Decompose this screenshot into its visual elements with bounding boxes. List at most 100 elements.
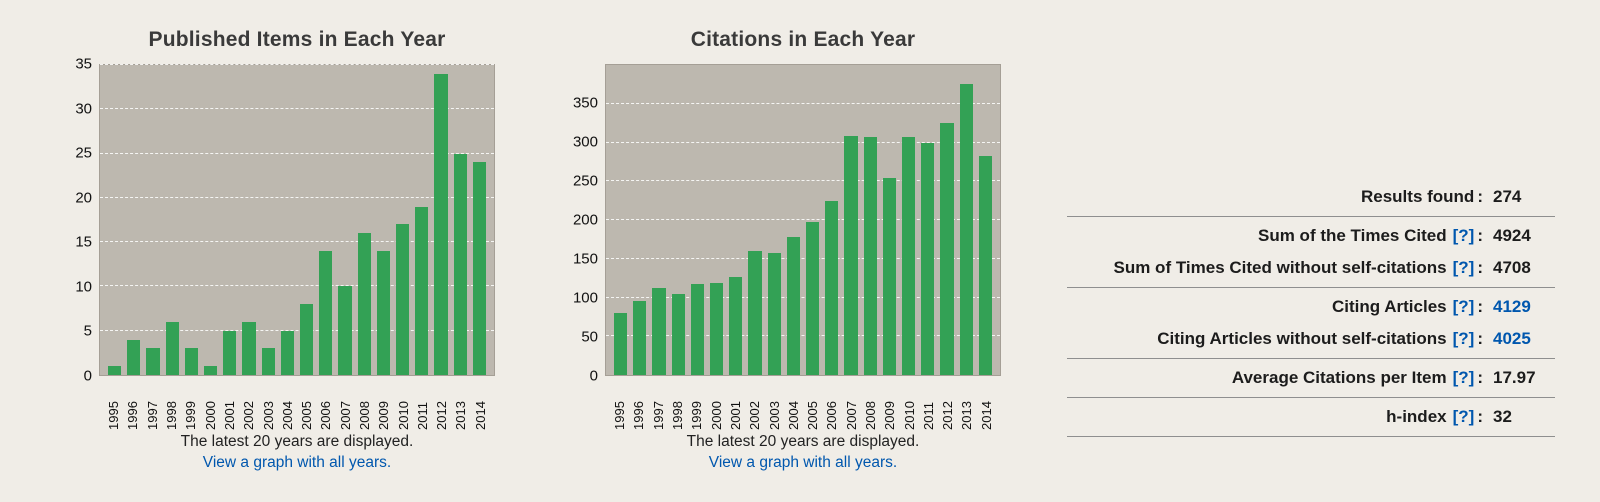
x-axis-tick-label: 2011 xyxy=(920,402,936,430)
stat-row-average-citations: Average Citations per Item [?]: 17.97 xyxy=(1067,362,1555,394)
bar xyxy=(127,339,141,375)
help-link[interactable]: [?] xyxy=(1452,368,1475,387)
citations-chart-canvas: 0 50 100 150 200 250 300 350 1995 1996 1997 1998 199… xyxy=(561,64,1001,430)
stat-colon: : xyxy=(1477,297,1483,316)
stat-value-link[interactable]: 4129 xyxy=(1493,297,1531,316)
stat-label: Results found xyxy=(1360,187,1475,206)
x-axis-tick-label: 2013 xyxy=(453,401,469,430)
y-axis-tick-label: 20 xyxy=(75,189,92,207)
bar xyxy=(652,288,666,375)
y-axis-tick-label: 5 xyxy=(83,322,92,340)
x-axis-tick: 2010 xyxy=(393,376,412,430)
gridline xyxy=(606,335,1000,337)
view-all-years-link[interactable]: View a graph with all years. xyxy=(708,453,898,471)
stat-value-link[interactable]: 4025 xyxy=(1493,329,1531,348)
chart-footer: The latest 20 years are displayed. View … xyxy=(561,432,1001,474)
stat-colon: : xyxy=(1477,329,1483,348)
x-axis-tick: 1995 xyxy=(104,376,123,430)
bar xyxy=(280,330,295,375)
x-axis-tick-label: 1999 xyxy=(183,401,199,430)
x-axis-tick: 2011 xyxy=(919,376,938,430)
x-axis-tick: 2004 xyxy=(784,376,803,430)
x-axis-tick-label: 2013 xyxy=(959,401,975,430)
published-items-chart-canvas: 0 5 10 15 20 25 30 35 1995 1996 1997 1998 1999 2000 20… xyxy=(55,57,495,430)
x-axis-tick: 2003 xyxy=(258,376,277,430)
x-axis-tick-label: 2006 xyxy=(318,401,334,430)
x-axis-tick-label: 2011 xyxy=(414,402,430,430)
stat-value: 4708 xyxy=(1493,258,1531,277)
gridline xyxy=(606,102,1000,104)
x-axis-tick-label: 1998 xyxy=(670,401,686,430)
gridline xyxy=(606,257,1000,259)
citations-chart: Citations in Each Year 0 50 100 150 200 250 30… xyxy=(561,28,1001,502)
bar xyxy=(844,136,858,375)
help-link[interactable]: [?] xyxy=(1452,329,1475,348)
help-link[interactable]: [?] xyxy=(1452,407,1475,426)
bar xyxy=(863,137,877,375)
gridline xyxy=(100,285,494,287)
chart-title: Published Items in Each Year xyxy=(148,28,446,51)
x-axis: 1995 1996 1997 1998 1999 2000 2001 2002 2003 2004… xyxy=(99,376,495,430)
bar xyxy=(242,321,256,375)
bar xyxy=(223,330,237,375)
stat-colon: : xyxy=(1477,226,1483,245)
y-axis-tick-label: 10 xyxy=(75,278,92,296)
y-axis-tick-label: 30 xyxy=(75,100,92,118)
bar xyxy=(959,84,973,375)
plot-background xyxy=(605,64,1001,376)
stat-colon: : xyxy=(1477,368,1483,387)
help-link[interactable]: [?] xyxy=(1452,297,1475,316)
bar xyxy=(261,348,275,375)
bar xyxy=(882,178,897,375)
stat-row-results-found: Results found: 274 xyxy=(1067,181,1555,213)
bar xyxy=(184,348,199,375)
stat-group-results: Results found: 274 xyxy=(1067,178,1555,217)
x-axis-tick: 2000 xyxy=(200,376,219,430)
stat-label: Sum of the Times Cited xyxy=(1258,226,1447,245)
x-axis-tick-label: 2007 xyxy=(337,401,353,430)
help-link[interactable]: [?] xyxy=(1452,258,1475,277)
x-axis-tick: 1998 xyxy=(668,376,687,430)
y-axis-tick-label: 150 xyxy=(572,250,598,268)
x-axis-tick-label: 1998 xyxy=(164,401,180,430)
stat-group-h-index: h-index [?]: 32 xyxy=(1067,398,1555,437)
stat-label: Sum of Times Cited without self-citation… xyxy=(1113,258,1447,277)
stat-group-average-citations: Average Citations per Item [?]: 17.97 xyxy=(1067,359,1555,398)
x-axis-tick: 2001 xyxy=(220,376,239,430)
y-axis: 0 5 10 15 20 25 30 35 xyxy=(55,57,99,384)
plot-background xyxy=(99,64,495,376)
bar xyxy=(396,224,410,375)
stat-colon: : xyxy=(1477,407,1483,426)
x-axis-tick: 1999 xyxy=(687,376,706,430)
bar xyxy=(690,283,705,375)
x-axis-tick-label: 2004 xyxy=(279,401,295,430)
bar xyxy=(357,233,371,375)
bar xyxy=(614,313,628,375)
bar xyxy=(434,73,448,375)
gridline xyxy=(100,241,494,243)
x-axis-tick-label: 2008 xyxy=(863,401,878,430)
bar xyxy=(338,286,352,375)
bar xyxy=(729,277,743,375)
gridline xyxy=(100,108,494,110)
y-axis-tick-label: 35 xyxy=(75,55,92,73)
x-axis-tick: 2006 xyxy=(316,376,335,430)
x-axis-tick-label: 2012 xyxy=(434,401,450,430)
bar-series xyxy=(606,65,1000,375)
view-all-years-link[interactable]: View a graph with all years. xyxy=(202,453,392,471)
gridline xyxy=(100,196,494,198)
help-link[interactable]: [?] xyxy=(1452,226,1475,245)
x-axis-tick-label: 1996 xyxy=(631,401,647,430)
stat-label: Citing Articles without self-citations xyxy=(1157,329,1447,348)
x-axis-tick: 2009 xyxy=(374,376,393,430)
bar xyxy=(671,293,685,375)
stat-group-times-cited: Sum of the Times Cited [?]: 4924 Sum of T… xyxy=(1067,217,1555,288)
x-axis-tick: 1995 xyxy=(610,376,629,430)
x-axis-tick-label: 2002 xyxy=(747,401,763,430)
x-axis-tick: 2007 xyxy=(842,376,861,430)
bar xyxy=(633,301,647,375)
y-axis-tick-label: 50 xyxy=(581,328,598,346)
x-axis-tick-label: 2005 xyxy=(299,401,315,430)
x-axis: 1995 1996 1997 1998 1999 2000 2001 2002 2003 2004… xyxy=(605,376,1001,430)
